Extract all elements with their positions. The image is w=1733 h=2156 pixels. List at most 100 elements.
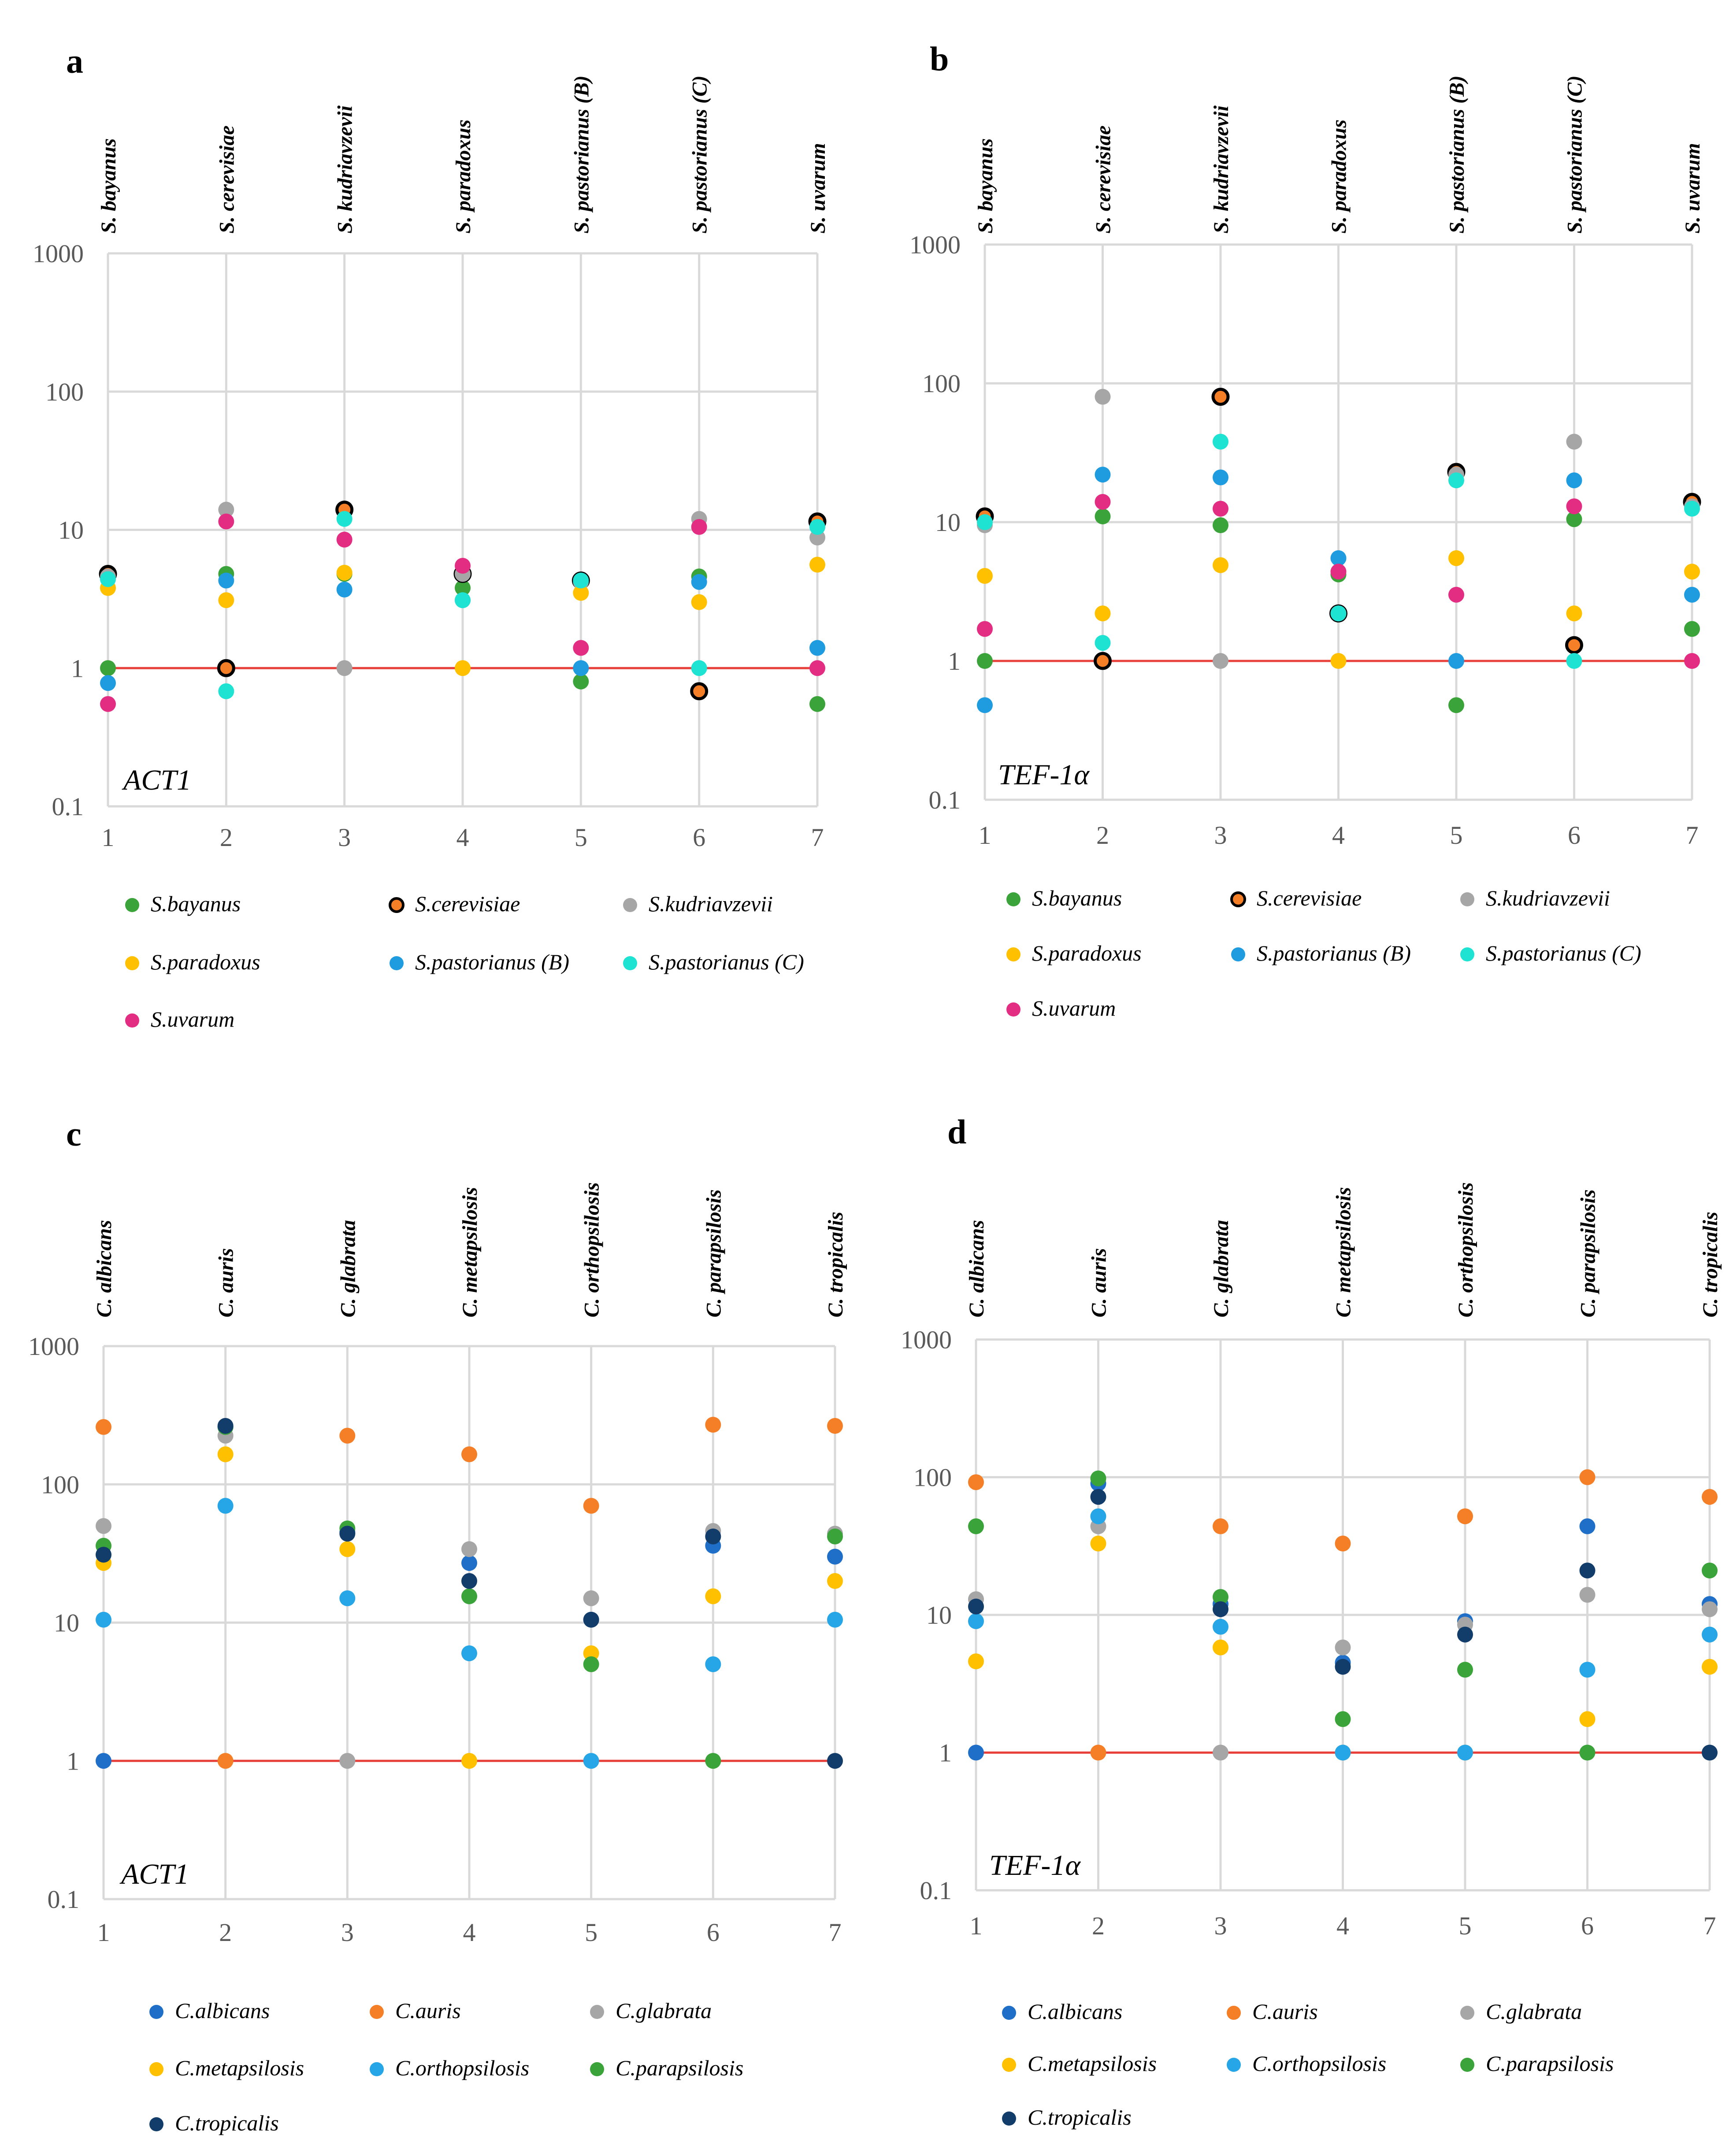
x-tick-label: 6 — [1581, 1911, 1594, 1940]
data-point — [1566, 498, 1582, 515]
data-point — [583, 1645, 599, 1662]
gene-label: ACT1 — [122, 764, 191, 796]
species-top-label: C. tropicalis — [824, 1212, 847, 1317]
species-top-label: C. metapsilosis — [458, 1187, 482, 1317]
x-tick-label: 7 — [811, 823, 824, 852]
y-tick-label: 10 — [54, 1609, 79, 1637]
legend-marker — [1227, 2058, 1241, 2072]
data-point — [827, 1528, 843, 1544]
species-top-label: S. paradoxus — [452, 119, 475, 234]
data-point — [691, 574, 707, 590]
species-top-label: S. pastorianus (B) — [570, 75, 593, 234]
x-tick-label: 3 — [341, 1918, 354, 1947]
data-point — [1090, 1470, 1106, 1487]
data-point — [1579, 1744, 1596, 1761]
y-tick-label: 1000 — [901, 1325, 952, 1354]
x-tick-label: 3 — [1214, 821, 1227, 850]
data-point — [1090, 1489, 1106, 1505]
data-point — [1457, 1626, 1473, 1643]
data-point — [583, 1656, 599, 1672]
legend-label: C.parapsilosis — [1486, 2051, 1614, 2076]
species-top-label: C. auris — [1087, 1248, 1111, 1317]
legend-marker — [1002, 2006, 1016, 2020]
data-point — [218, 572, 234, 589]
data-point — [1330, 564, 1347, 580]
data-point — [339, 1428, 356, 1444]
data-point — [1095, 508, 1111, 524]
data-point — [1213, 1589, 1228, 1605]
x-tick-label: 3 — [1214, 1911, 1227, 1940]
legend-label: S.pastorianus (C) — [1486, 941, 1641, 965]
data-point — [977, 514, 993, 530]
legend-label: C.glabrata — [616, 1998, 712, 2023]
data-point — [1566, 434, 1582, 450]
x-tick-label: 4 — [456, 823, 469, 852]
data-point — [217, 1418, 234, 1434]
data-point — [1335, 1711, 1351, 1727]
legend-marker — [390, 956, 404, 970]
legend-label: C.metapsilosis — [1028, 2051, 1157, 2076]
data-point — [977, 568, 993, 584]
panel-a-letter: a — [66, 42, 83, 80]
data-point — [1566, 511, 1582, 527]
legend-label: S.uvarum — [1032, 996, 1116, 1020]
data-point — [96, 1611, 111, 1628]
legend-label: S.pastorianus (C) — [649, 950, 804, 974]
data-point — [461, 1588, 477, 1604]
x-tick-label: 4 — [463, 1918, 476, 1947]
data-point — [217, 1753, 234, 1769]
data-point — [1579, 1662, 1596, 1678]
panel-c-letter: c — [66, 1115, 82, 1153]
data-point — [968, 1518, 984, 1534]
x-tick-label: 1 — [970, 1911, 983, 1940]
data-point — [809, 696, 825, 712]
legend-marker — [389, 897, 404, 913]
x-tick-label: 1 — [979, 821, 991, 850]
data-point — [1213, 469, 1228, 486]
data-point — [1335, 1659, 1351, 1675]
data-point — [1566, 653, 1582, 669]
x-tick-label: 7 — [829, 1918, 842, 1947]
legend-label: C.albicans — [175, 1998, 270, 2023]
legend-marker — [1460, 947, 1474, 961]
x-tick-label: 5 — [1459, 1911, 1472, 1940]
data-point — [1213, 434, 1228, 450]
x-tick-label: 2 — [1092, 1911, 1105, 1940]
data-point — [455, 592, 471, 609]
species-top-label: C. metapsilosis — [1332, 1187, 1355, 1317]
species-top-label: C. albicans — [93, 1220, 116, 1317]
legend-label: S.kudriavzevii — [649, 891, 773, 916]
data-point — [705, 1417, 721, 1433]
data-point — [1213, 517, 1228, 534]
panel-d: d 0.1 1 10 100 1000 1 C. albicans 2 C. auris 3 C. … — [901, 1113, 1722, 2130]
data-point — [1579, 1562, 1596, 1579]
species-top-label: C. orthopsilosis — [1454, 1182, 1477, 1317]
legend-marker — [590, 2005, 604, 2019]
data-point — [1448, 653, 1464, 669]
data-point — [1702, 1659, 1718, 1675]
legend-label: S.paradoxus — [151, 950, 260, 974]
legend-marker — [623, 956, 637, 970]
species-top-label: C. glabrata — [1210, 1220, 1233, 1317]
data-point — [96, 1753, 111, 1769]
y-tick-label: 10 — [935, 508, 961, 537]
data-point — [1684, 653, 1700, 669]
data-point — [1702, 1562, 1718, 1579]
legend-marker — [1231, 947, 1245, 961]
legend-marker — [1460, 892, 1474, 906]
legend-marker — [149, 2005, 163, 2019]
data-point — [1090, 1535, 1106, 1551]
legend-label: C.auris — [395, 1998, 461, 2023]
data-point — [96, 1419, 111, 1435]
data-point — [1090, 1744, 1106, 1761]
data-point — [1213, 501, 1228, 517]
data-point — [218, 513, 234, 530]
legend-marker — [370, 2062, 384, 2076]
legend-label: C.orthopsilosis — [1252, 2051, 1386, 2076]
data-point — [583, 1498, 599, 1514]
species-top-label: S. kudriavzevii — [334, 105, 357, 234]
data-point — [1448, 586, 1464, 603]
data-point — [1457, 1744, 1473, 1761]
data-point — [1684, 501, 1700, 517]
data-point — [1213, 1618, 1228, 1635]
